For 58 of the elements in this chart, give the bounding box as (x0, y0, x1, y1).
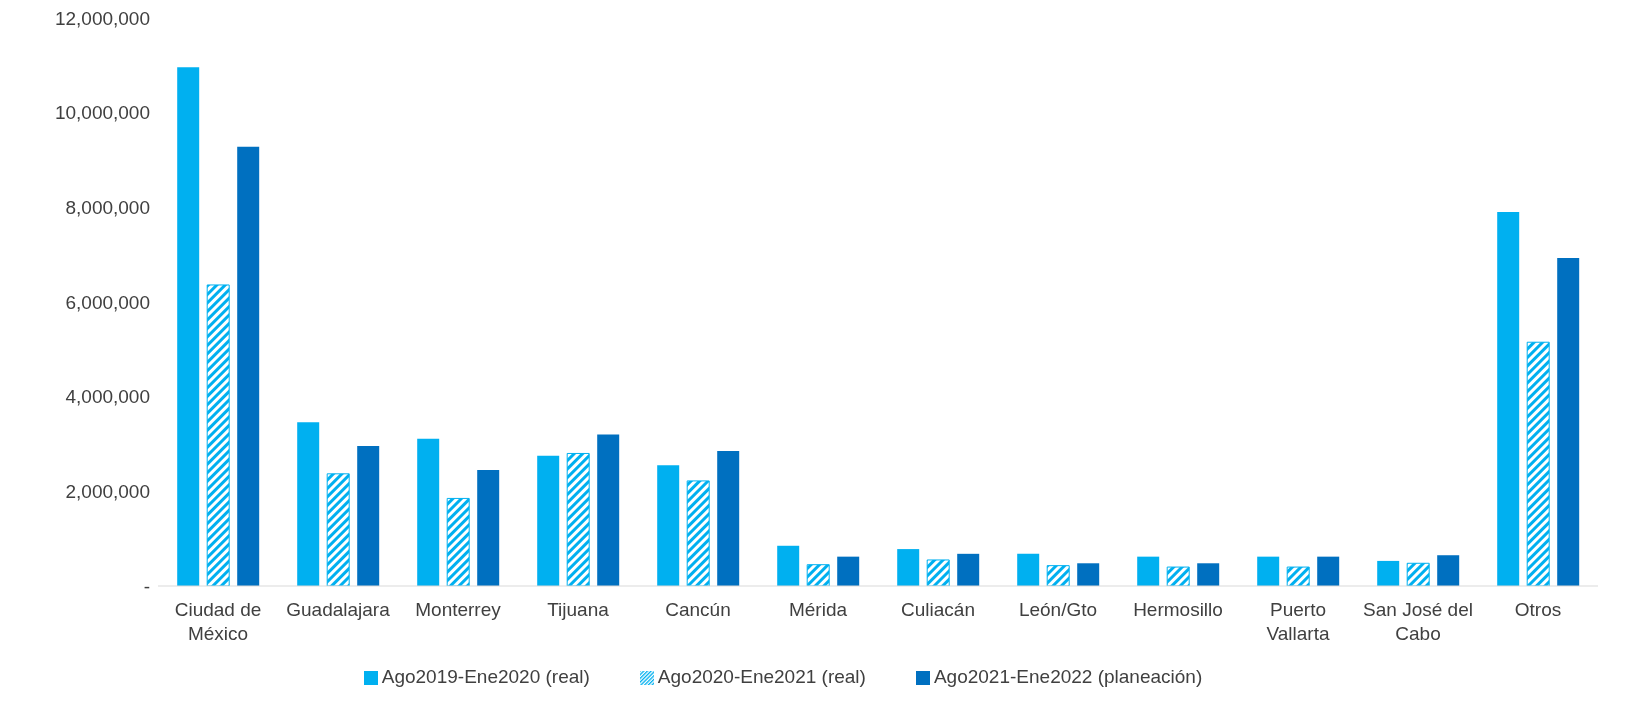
y-tick-label: 4,000,000 (65, 386, 150, 408)
bar (1197, 563, 1220, 586)
bar (926, 559, 950, 586)
bar (686, 480, 710, 586)
bar (806, 564, 830, 586)
bar (837, 556, 860, 586)
y-tick-label: 10,000,000 (54, 102, 150, 124)
legend-label: Ago2020-Ene2021 (real) (657, 666, 866, 687)
y-tick-label: 6,000,000 (65, 291, 150, 313)
bar (177, 67, 200, 586)
x-tick-label: Mérida (788, 599, 848, 620)
x-tick-label: Culiacán (901, 599, 975, 620)
bar (326, 473, 350, 586)
bar (1137, 556, 1160, 586)
bar (417, 438, 440, 586)
bar (1257, 556, 1280, 586)
bar (1286, 566, 1310, 586)
bar (1437, 555, 1460, 586)
bar (446, 497, 470, 586)
x-tick-label: Puerto Vallarta (1266, 599, 1330, 644)
x-tick-label: León/Gto (1018, 599, 1098, 620)
bar (597, 434, 620, 586)
bar (206, 284, 230, 586)
bar (1046, 565, 1070, 586)
bar (477, 470, 500, 586)
bar (1406, 562, 1430, 586)
bar (1497, 212, 1520, 586)
bar (297, 422, 320, 586)
bar (1377, 560, 1400, 586)
bar (1526, 341, 1550, 586)
bar (1166, 566, 1190, 586)
x-tick-label: Ciudad de México (174, 599, 262, 644)
y-tick-label: 8,000,000 (65, 197, 150, 219)
x-tick-label: Tijuana (547, 599, 610, 620)
bar (357, 445, 380, 586)
bar (657, 465, 680, 586)
x-tick-label: Monterrey (415, 599, 502, 620)
x-tick-label: Otros (1514, 599, 1562, 620)
bar (717, 451, 740, 586)
bar (1077, 563, 1100, 586)
legend-label: Ago2021-Ene2022 (planeación) (933, 666, 1203, 687)
bar (566, 452, 590, 586)
legend-label: Ago2019-Ene2020 (real) (381, 666, 590, 687)
x-tick-label: Cancún (665, 599, 731, 620)
x-tick-label: Guadalajara (286, 599, 391, 620)
bar (897, 549, 920, 586)
y-tick-label: 12,000,000 (54, 7, 150, 29)
x-tick-label: San José del Cabo (1363, 599, 1473, 644)
bar (237, 146, 260, 586)
bar (1317, 556, 1340, 586)
bar (777, 545, 800, 586)
bar (1017, 553, 1040, 586)
bar (537, 455, 560, 586)
bar (957, 553, 980, 586)
y-tick-label: 2,000,000 (65, 481, 150, 503)
x-tick-label: Hermosillo (1133, 599, 1223, 620)
bar (1557, 257, 1580, 586)
y-tick-label: - (143, 575, 150, 597)
